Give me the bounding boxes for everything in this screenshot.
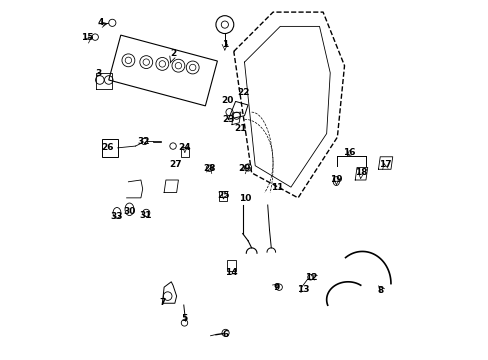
Text: 21: 21: [233, 124, 246, 133]
Text: 18: 18: [354, 168, 366, 177]
Text: 32: 32: [137, 137, 149, 146]
Text: 7: 7: [160, 298, 166, 307]
Bar: [218, 191, 226, 202]
Text: 12: 12: [305, 273, 317, 282]
Text: 15: 15: [81, 33, 93, 42]
Bar: [181, 147, 189, 157]
Text: 6: 6: [223, 330, 228, 339]
Bar: [227, 260, 236, 271]
Text: 24: 24: [178, 143, 191, 152]
Text: 29: 29: [238, 164, 250, 173]
Text: 2: 2: [170, 49, 176, 58]
Text: 9: 9: [273, 283, 279, 292]
Text: 14: 14: [224, 268, 237, 277]
Text: 1: 1: [221, 40, 227, 49]
Text: 28: 28: [203, 164, 216, 173]
Text: 17: 17: [378, 161, 390, 170]
Text: 3: 3: [95, 69, 101, 78]
Text: 33: 33: [110, 212, 122, 221]
Text: 25: 25: [217, 190, 229, 199]
Text: 26: 26: [101, 143, 114, 152]
Text: 27: 27: [169, 161, 182, 170]
Bar: [102, 139, 118, 157]
Text: 4: 4: [98, 18, 104, 27]
Text: 8: 8: [376, 285, 383, 294]
Text: 5: 5: [182, 314, 187, 323]
Bar: [108, 35, 217, 106]
Text: 22: 22: [237, 88, 249, 97]
Text: 23: 23: [222, 116, 235, 125]
Text: 20: 20: [221, 96, 233, 105]
Text: 13: 13: [296, 285, 309, 294]
Text: 30: 30: [123, 207, 135, 216]
Text: 16: 16: [342, 148, 355, 157]
Text: 10: 10: [239, 194, 251, 203]
Text: 31: 31: [139, 211, 151, 220]
Text: 11: 11: [270, 183, 283, 192]
Text: 19: 19: [329, 175, 342, 184]
